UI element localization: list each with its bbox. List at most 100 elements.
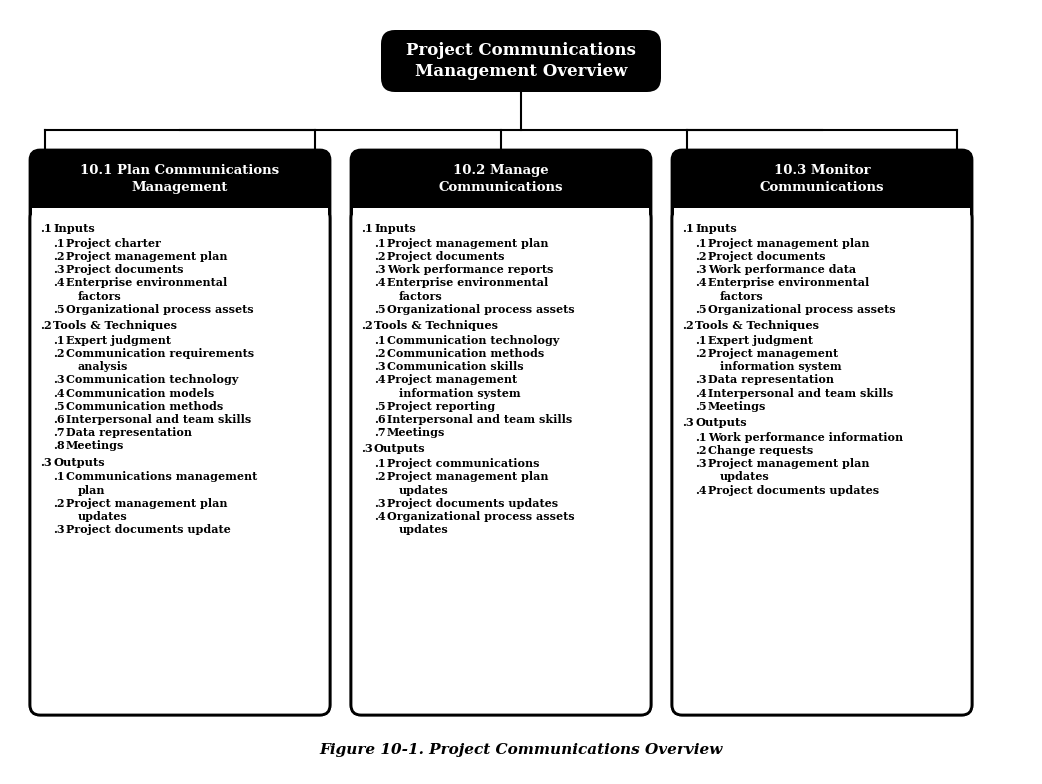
Text: Project charter: Project charter [66,238,160,249]
Text: .1: .1 [361,223,373,234]
Text: Interpersonal and team skills: Interpersonal and team skills [708,387,893,398]
Text: information system: information system [720,361,842,372]
Bar [353,208,649,218]
Text: Interpersonal and team skills: Interpersonal and team skills [66,414,251,425]
FancyBboxPatch shape [30,150,330,715]
Text: .4: .4 [695,278,706,289]
Text: Communication skills: Communication skills [387,361,524,372]
Text: .2: .2 [374,348,386,359]
Text: factors: factors [78,291,122,302]
Text: .4: .4 [53,278,65,289]
Text: Enterprise environmental: Enterprise environmental [387,278,548,289]
Text: Organizational process assets: Organizational process assets [708,304,896,315]
Text: .2: .2 [695,251,706,262]
Text: Project documents update: Project documents update [66,524,230,535]
Text: Outputs: Outputs [53,456,104,467]
Text: Project documents: Project documents [708,251,825,262]
Text: 10.1 Plan Communications
Management: 10.1 Plan Communications Management [80,165,279,194]
Text: .3: .3 [53,524,65,535]
Text: .1: .1 [695,335,706,346]
Bar [32,208,328,218]
Text: Inputs: Inputs [695,223,737,234]
Text: .5: .5 [374,401,386,412]
Text: .5: .5 [53,304,65,315]
Text: updates: updates [78,511,128,522]
Text: .1: .1 [374,335,386,346]
Text: plan: plan [78,485,105,495]
Text: Project management plan: Project management plan [708,458,869,469]
Text: Communication methods: Communication methods [66,401,223,412]
Text: .4: .4 [374,511,386,522]
Text: factors: factors [720,291,764,302]
Text: updates: updates [720,471,770,482]
Text: Inputs: Inputs [53,223,95,234]
Text: Project management plan: Project management plan [387,471,548,482]
Text: .2: .2 [695,445,706,456]
Text: updates: updates [399,524,449,535]
Text: .1: .1 [695,238,706,249]
FancyBboxPatch shape [351,208,651,715]
Text: Communications management: Communications management [66,471,257,482]
Text: 10.3 Monitor
Communications: 10.3 Monitor Communications [760,165,885,194]
Text: .2: .2 [53,498,65,509]
Text: Tools & Techniques: Tools & Techniques [374,320,498,331]
Text: Project Communications
Management Overview: Project Communications Management Overvi… [406,42,636,80]
Text: Communication requirements: Communication requirements [66,348,254,359]
Text: .4: .4 [374,278,386,289]
Text: Organizational process assets: Organizational process assets [66,304,253,315]
Text: Project management plan: Project management plan [66,251,227,262]
Text: Project management plan: Project management plan [708,238,869,249]
Text: .4: .4 [695,387,706,398]
Text: .2: .2 [361,320,373,331]
Text: .2: .2 [374,251,386,262]
Text: Tools & Techniques: Tools & Techniques [53,320,177,331]
Text: .1: .1 [53,335,65,346]
Text: Project documents: Project documents [66,264,183,275]
Text: .8: .8 [53,441,65,452]
Text: .2: .2 [53,251,65,262]
Text: .3: .3 [53,375,65,386]
Text: .3: .3 [695,375,706,386]
Text: analysis: analysis [78,361,128,372]
Text: .1: .1 [374,238,386,249]
Text: Project management: Project management [387,375,517,386]
Text: .2: .2 [695,348,706,359]
Text: .4: .4 [374,375,386,386]
Text: Communication technology: Communication technology [66,375,239,386]
Text: .1: .1 [53,238,65,249]
Bar [674,208,970,218]
Text: Meetings: Meetings [708,401,766,412]
Text: Meetings: Meetings [66,441,124,452]
Text: Outputs: Outputs [695,417,747,428]
Text: Enterprise environmental: Enterprise environmental [708,278,869,289]
Text: Organizational process assets: Organizational process assets [387,304,574,315]
Text: Data representation: Data representation [66,427,192,438]
Text: Work performance information: Work performance information [708,432,903,443]
FancyBboxPatch shape [381,30,661,92]
Text: Communication technology: Communication technology [387,335,560,346]
Text: Project communications: Project communications [387,458,540,469]
Text: .3: .3 [374,264,386,275]
Text: Meetings: Meetings [387,427,445,438]
Text: .3: .3 [53,264,65,275]
Text: .2: .2 [683,320,694,331]
Text: Project documents: Project documents [387,251,504,262]
Text: .1: .1 [683,223,694,234]
Text: Tools & Techniques: Tools & Techniques [695,320,819,331]
Text: .1: .1 [695,432,706,443]
Text: Expert judgment: Expert judgment [708,335,813,346]
Text: Project documents updates: Project documents updates [387,498,559,509]
Text: Expert judgment: Expert judgment [66,335,171,346]
Text: updates: updates [399,485,449,495]
Text: .4: .4 [695,485,706,495]
Text: .7: .7 [374,427,386,438]
Text: Project management plan: Project management plan [66,498,227,509]
Text: .5: .5 [695,304,706,315]
Text: .1: .1 [374,458,386,469]
FancyBboxPatch shape [672,208,972,715]
Text: Outputs: Outputs [374,444,425,455]
Text: Project management plan: Project management plan [387,238,548,249]
FancyBboxPatch shape [672,150,972,715]
Text: factors: factors [399,291,443,302]
FancyBboxPatch shape [351,150,651,715]
